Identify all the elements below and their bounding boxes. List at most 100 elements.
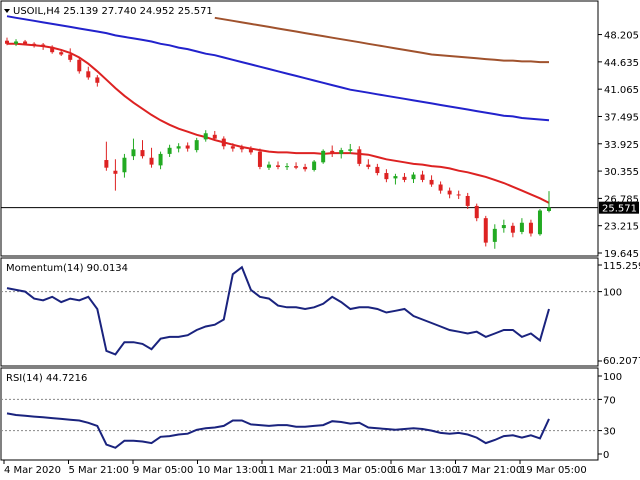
- candle-body: [203, 133, 208, 140]
- candle-body: [86, 71, 91, 78]
- candle-body: [95, 77, 100, 83]
- candle-body: [212, 134, 217, 139]
- dropdown-triangle-icon[interactable]: [4, 9, 10, 13]
- candle-body: [537, 210, 542, 235]
- candle-body: [483, 218, 488, 243]
- price-tick-label: 37.495: [604, 112, 639, 123]
- time-tick-label: 9 Mar 05:00: [133, 465, 193, 476]
- rsi-tick-label: 70: [603, 395, 616, 406]
- price-tick-label: 41.065: [604, 85, 639, 96]
- candle-body: [510, 225, 515, 233]
- current-price-badge: [599, 201, 639, 214]
- candle-body: [393, 176, 398, 179]
- candle-body: [221, 138, 226, 147]
- time-tick-label: 10 Mar 13:00: [198, 465, 265, 476]
- candle-body: [447, 190, 452, 195]
- candle-body: [140, 150, 145, 157]
- price-title: USOIL,H4 25.139 27.740 24.952 25.571: [13, 6, 213, 17]
- candle-body: [411, 174, 416, 180]
- candle-body: [429, 179, 434, 185]
- candle-body: [41, 44, 46, 47]
- candle-body: [50, 46, 55, 53]
- rsi-tick-label: 30: [603, 427, 616, 438]
- rsi-panel-frame: [0, 367, 599, 461]
- candle-body: [14, 41, 19, 44]
- rsi-tick-label: 100: [603, 372, 622, 383]
- momentum-title: Momentum(14) 90.0134: [6, 263, 128, 274]
- candle-body: [294, 166, 299, 168]
- candle-body: [547, 207, 551, 211]
- candle-body: [285, 166, 290, 168]
- momentum-tick-label: 100: [603, 288, 622, 299]
- time-tick-label: 5 Mar 21:00: [69, 465, 129, 476]
- candle-body: [158, 153, 163, 166]
- candle-body: [438, 184, 443, 191]
- candle-body: [366, 164, 371, 167]
- candle-body: [330, 150, 335, 154]
- candle-body: [312, 161, 317, 170]
- rsi-title: RSI(14) 44.7216: [6, 373, 87, 384]
- momentum-panel-frame: [0, 257, 599, 367]
- candle-body: [185, 145, 190, 149]
- price-tick-label: 23.215: [604, 222, 639, 233]
- candle-body: [339, 150, 344, 154]
- candle-body: [23, 41, 28, 44]
- candle-body: [384, 173, 389, 180]
- candle-body: [303, 166, 308, 170]
- price-tick-label: 48.205: [604, 31, 639, 42]
- candle-body: [239, 147, 244, 150]
- candle-body: [68, 54, 73, 60]
- price-tick-label: 19.645: [604, 249, 639, 260]
- candle-body: [122, 157, 127, 173]
- time-tick-label: 17 Mar 21:00: [456, 465, 523, 476]
- time-axis-area: [1, 462, 638, 479]
- candle-body: [131, 149, 136, 157]
- price-panel-frame: [0, 0, 599, 257]
- price-tick-label: 44.635: [604, 58, 639, 69]
- candle-body: [149, 157, 154, 165]
- candle-body: [375, 166, 380, 174]
- rsi-tick-label: 0: [603, 450, 609, 461]
- candle-body: [456, 194, 461, 196]
- moving-average-slow: [214, 16, 549, 64]
- candle-body: [420, 174, 425, 180]
- candle-body: [492, 228, 497, 242]
- moving-average-fast: [7, 42, 550, 204]
- candle-body: [402, 176, 407, 180]
- momentum-tick-label: 60.2077: [603, 356, 640, 367]
- price-tick-label: 33.925: [604, 140, 639, 151]
- candle-body: [113, 170, 118, 174]
- time-tick-label: 4 Mar 2020: [4, 465, 61, 476]
- candle-body: [474, 205, 479, 219]
- candle-body: [348, 149, 353, 151]
- time-tick-label: 13 Mar 05:00: [327, 465, 394, 476]
- momentum-line: [6, 265, 550, 356]
- momentum-tick-label: 115.2599: [603, 261, 640, 272]
- moving-average-medium: [6, 15, 550, 122]
- candle-body: [266, 164, 271, 168]
- candle-body: [248, 149, 253, 153]
- candle-body: [257, 151, 262, 167]
- rsi-line: [6, 412, 550, 449]
- candle-body: [32, 43, 37, 46]
- candle-body: [276, 165, 280, 167]
- time-tick-label: 16 Mar 13:00: [391, 465, 458, 476]
- candle-body: [5, 40, 9, 44]
- candle-body: [501, 225, 506, 229]
- current-price-label: 25.571: [602, 204, 637, 215]
- candle-body: [167, 147, 172, 154]
- symbol-header: USOIL,H4 25.139 27.740 24.952 25.571: [4, 6, 213, 17]
- price-tick-label: 30.355: [604, 167, 639, 178]
- candle-body: [357, 149, 362, 164]
- candle-body: [104, 160, 109, 168]
- time-tick-label: 19 Mar 05:00: [520, 465, 587, 476]
- candle-body: [59, 52, 64, 55]
- candle-body: [194, 140, 199, 151]
- time-tick-label: 11 Mar 21:00: [262, 465, 329, 476]
- candle-body: [528, 222, 533, 234]
- candle-body: [230, 146, 235, 149]
- candle-body: [176, 146, 181, 149]
- price-tick-label: 26.785: [604, 194, 639, 205]
